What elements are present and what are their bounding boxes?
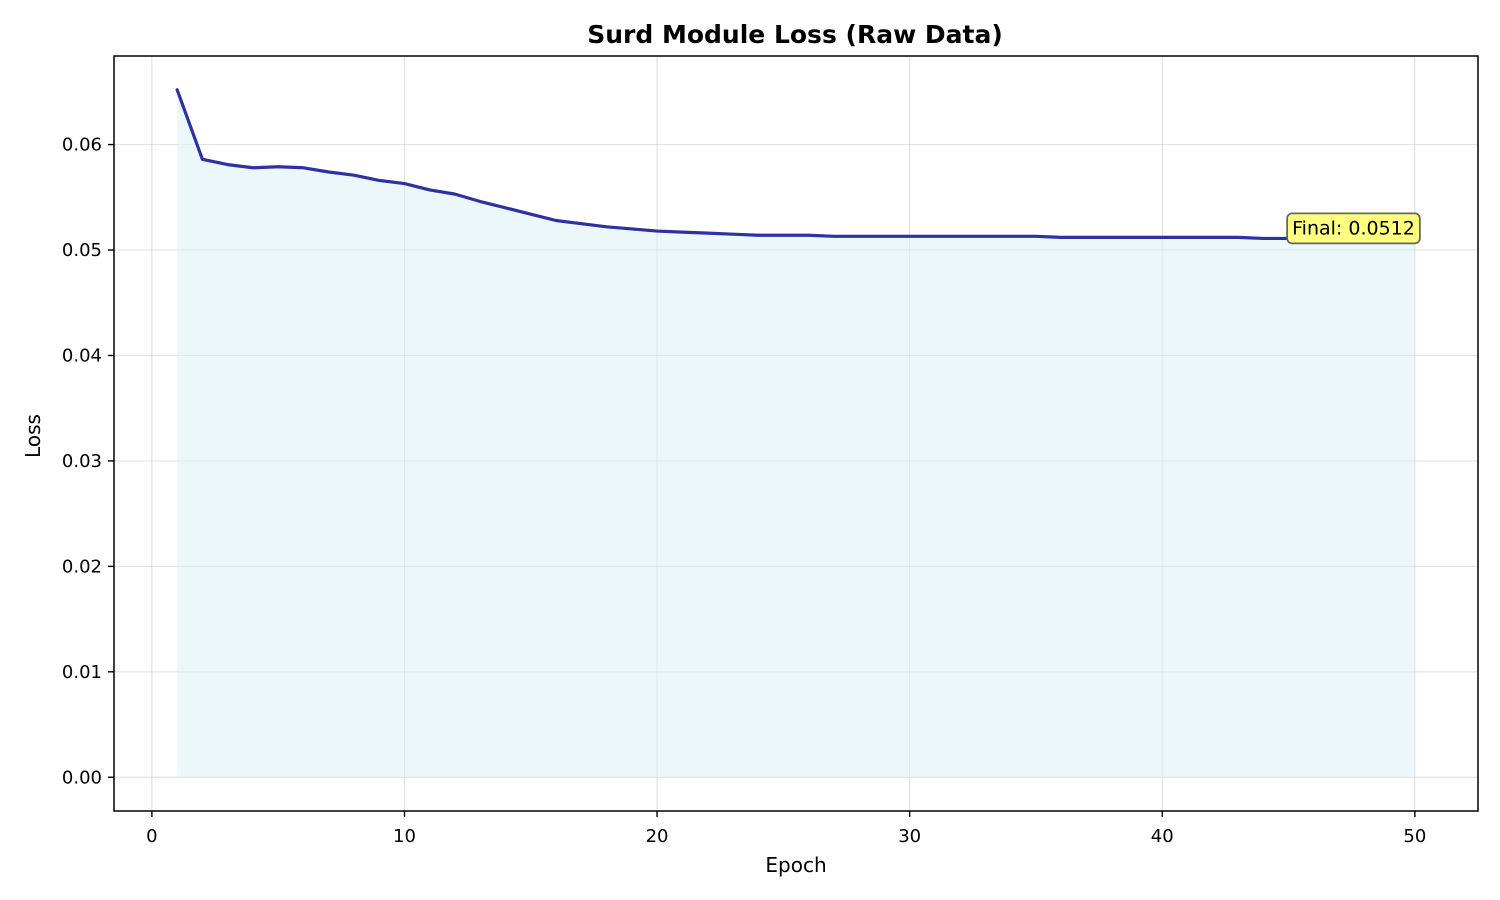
x-tick-label: 0 bbox=[146, 826, 157, 847]
y-tick-label: 0.05 bbox=[62, 240, 102, 261]
loss-point bbox=[1161, 236, 1164, 239]
loss-point bbox=[251, 166, 254, 169]
loss-point bbox=[378, 179, 381, 182]
loss-point bbox=[428, 188, 431, 191]
loss-point bbox=[555, 219, 558, 222]
loss-point bbox=[403, 182, 406, 185]
y-axis-ticks: 0.00 0.01 0.02 0.03 0.04 0.05 0.06 bbox=[62, 135, 114, 788]
loss-point bbox=[1262, 237, 1265, 240]
plot-frame bbox=[113, 55, 1479, 812]
loss-point bbox=[782, 234, 785, 237]
x-tick-label: 50 bbox=[1403, 826, 1426, 847]
loss-point bbox=[1237, 236, 1240, 239]
loss-point bbox=[504, 206, 507, 209]
loss-point bbox=[226, 163, 229, 166]
loss-point bbox=[959, 235, 962, 238]
loss-point bbox=[908, 235, 911, 238]
x-axis-ticks: 0 10 20 30 40 50 bbox=[146, 811, 1426, 847]
loss-point bbox=[706, 232, 709, 235]
y-tick-label: 0.00 bbox=[62, 767, 102, 788]
chart-title: Surd Module Loss (Raw Data) bbox=[587, 20, 1003, 49]
loss-point bbox=[479, 200, 482, 203]
final-value-annotation: Final: 0.0512 bbox=[1286, 212, 1421, 245]
loss-point bbox=[201, 158, 204, 161]
loss-point bbox=[352, 174, 355, 177]
y-tick-label: 0.06 bbox=[62, 135, 102, 156]
y-axis-label: Loss bbox=[21, 414, 45, 458]
loss-point bbox=[454, 193, 457, 196]
loss-line bbox=[175, 88, 1417, 241]
loss-area-fill bbox=[177, 89, 1415, 778]
loss-point bbox=[858, 235, 861, 238]
loss-point bbox=[757, 234, 760, 237]
loss-point bbox=[1110, 236, 1113, 239]
loss-point bbox=[1211, 236, 1214, 239]
loss-point bbox=[933, 235, 936, 238]
loss-point bbox=[1186, 236, 1189, 239]
loss-point bbox=[1136, 236, 1139, 239]
loss-point bbox=[883, 235, 886, 238]
x-axis-label: Epoch bbox=[765, 853, 826, 877]
loss-point bbox=[630, 227, 633, 230]
x-tick-label: 40 bbox=[1151, 826, 1174, 847]
loss-point bbox=[1060, 236, 1063, 239]
y-tick-label: 0.02 bbox=[62, 556, 102, 577]
area-layer bbox=[177, 89, 1415, 778]
loss-point bbox=[302, 166, 305, 169]
loss-point bbox=[580, 222, 583, 225]
line-layer bbox=[175, 88, 1417, 241]
y-tick-label: 0.04 bbox=[62, 345, 102, 366]
loss-point bbox=[681, 231, 684, 234]
x-tick-label: 20 bbox=[646, 826, 669, 847]
loss-point bbox=[832, 235, 835, 238]
loss-point bbox=[807, 234, 810, 237]
loss-point bbox=[327, 170, 330, 173]
annotation-box bbox=[1286, 212, 1421, 245]
x-tick-label: 10 bbox=[393, 826, 416, 847]
loss-point bbox=[529, 213, 532, 216]
loss-point bbox=[1009, 235, 1012, 238]
annotation-text: Final: 0.0512 bbox=[1292, 217, 1415, 239]
loss-point bbox=[731, 233, 734, 236]
loss-point bbox=[277, 165, 280, 168]
loss-point bbox=[1085, 236, 1088, 239]
loss-point bbox=[176, 88, 179, 91]
y-tick-label: 0.03 bbox=[62, 451, 102, 472]
loss-point bbox=[1034, 235, 1037, 238]
y-tick-label: 0.01 bbox=[62, 662, 102, 683]
loss-point bbox=[984, 235, 987, 238]
x-tick-label: 30 bbox=[898, 826, 921, 847]
loss-point bbox=[656, 230, 659, 233]
loss-point bbox=[605, 225, 608, 228]
